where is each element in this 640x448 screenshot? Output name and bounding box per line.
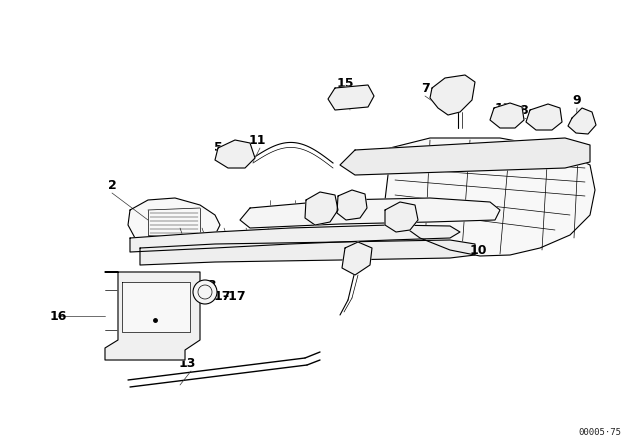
Text: 9: 9 xyxy=(573,94,581,107)
Polygon shape xyxy=(430,75,475,115)
Text: 2: 2 xyxy=(108,178,116,191)
Text: 1: 1 xyxy=(351,249,360,262)
Polygon shape xyxy=(526,104,562,130)
Polygon shape xyxy=(105,272,200,360)
Polygon shape xyxy=(490,103,524,128)
Text: 4: 4 xyxy=(314,202,323,215)
Text: 16: 16 xyxy=(49,310,67,323)
Text: 15: 15 xyxy=(336,77,354,90)
Polygon shape xyxy=(240,198,500,228)
Polygon shape xyxy=(340,138,590,175)
Polygon shape xyxy=(128,198,220,252)
Text: 7: 7 xyxy=(420,82,429,95)
Polygon shape xyxy=(140,240,475,265)
Polygon shape xyxy=(337,190,367,220)
Circle shape xyxy=(193,280,217,304)
Polygon shape xyxy=(305,192,338,225)
Text: 00005·75: 00005·75 xyxy=(579,427,621,436)
Text: 3: 3 xyxy=(208,279,216,292)
Text: 12: 12 xyxy=(494,102,512,115)
Text: 14: 14 xyxy=(389,211,407,224)
Text: 5: 5 xyxy=(214,141,222,154)
Polygon shape xyxy=(342,242,372,275)
Text: 13: 13 xyxy=(179,357,196,370)
Text: 17: 17 xyxy=(213,289,231,302)
Text: 8: 8 xyxy=(520,103,528,116)
Text: 10: 10 xyxy=(469,244,487,257)
Polygon shape xyxy=(130,225,460,252)
Text: –17: –17 xyxy=(222,289,246,302)
Polygon shape xyxy=(215,140,255,168)
Text: 6: 6 xyxy=(336,201,344,214)
Polygon shape xyxy=(568,108,596,134)
Polygon shape xyxy=(385,202,418,232)
Polygon shape xyxy=(385,138,595,256)
Polygon shape xyxy=(122,282,190,332)
Text: 11: 11 xyxy=(248,134,266,146)
Polygon shape xyxy=(328,85,374,110)
